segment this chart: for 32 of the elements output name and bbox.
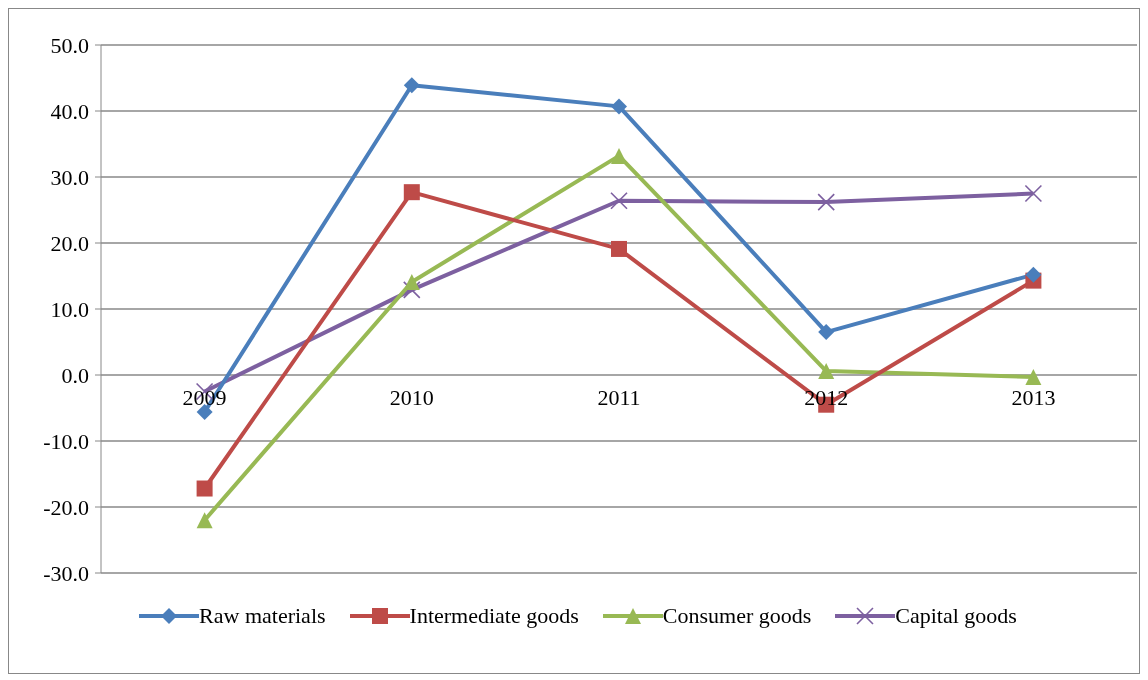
legend-label: Intermediate goods — [409, 603, 579, 629]
point — [610, 191, 628, 210]
legend-label: Capital goods — [895, 603, 1017, 629]
point — [196, 512, 213, 529]
point — [818, 363, 835, 380]
y-tick-label: 20.0 — [50, 230, 89, 256]
y-tick-label: 30.0 — [50, 164, 89, 190]
point — [611, 98, 627, 115]
point — [818, 324, 835, 341]
y-tick-label: -20.0 — [43, 494, 89, 520]
y-tick-label: 0.0 — [61, 362, 89, 388]
y-tick-label: 10.0 — [50, 296, 89, 322]
x-tick-label: 2010 — [389, 385, 434, 410]
x-tick-label: 2011 — [597, 385, 641, 410]
point — [611, 147, 627, 164]
y-tick-label: 40.0 — [50, 98, 89, 124]
x-tick-label: 2013 — [1011, 385, 1056, 410]
point — [1025, 368, 1042, 385]
point — [403, 184, 420, 201]
point — [403, 273, 420, 290]
y-tick-label: -30.0 — [43, 560, 89, 586]
point — [611, 240, 627, 257]
point — [196, 480, 213, 497]
legend-label: Raw materials — [199, 603, 326, 629]
y-tick-label: -10.0 — [43, 428, 89, 454]
point — [403, 77, 420, 94]
point — [1024, 184, 1043, 203]
point — [403, 281, 421, 299]
point — [1025, 266, 1042, 283]
point — [817, 193, 835, 211]
legend-label: Consumer goods — [662, 603, 812, 629]
y-tick-label: 50.0 — [50, 32, 89, 58]
